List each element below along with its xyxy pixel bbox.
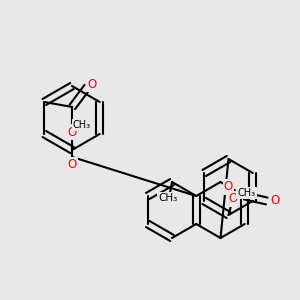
Text: O: O <box>229 193 238 206</box>
Text: O: O <box>88 77 97 91</box>
Text: CH₃: CH₃ <box>73 120 91 130</box>
Text: O: O <box>68 125 76 139</box>
Text: O: O <box>224 181 233 194</box>
Text: CH₃: CH₃ <box>237 188 256 198</box>
Text: O: O <box>68 158 77 172</box>
Text: O: O <box>270 194 279 208</box>
Text: CH₃: CH₃ <box>158 193 178 203</box>
